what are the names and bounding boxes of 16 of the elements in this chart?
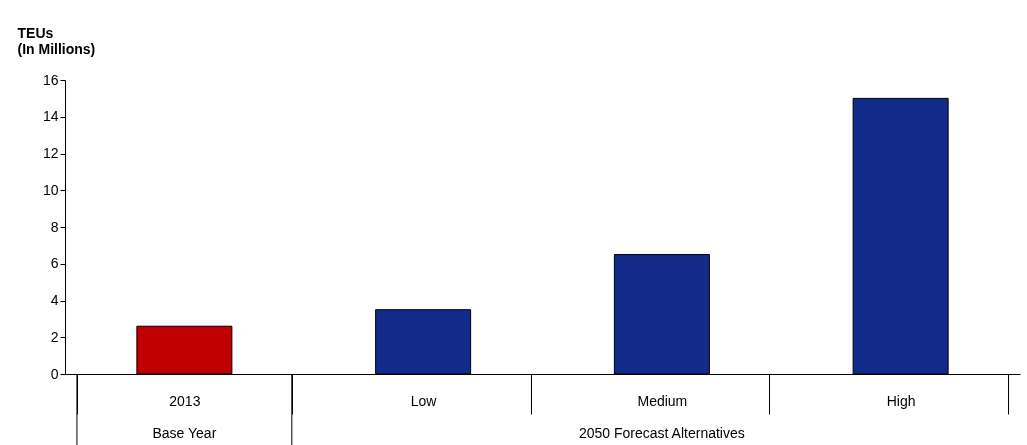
y-tick-label: 8 <box>50 218 59 235</box>
y-axis-title: TEUs (In Millions) <box>17 24 96 57</box>
y-tick-label: 6 <box>50 255 59 272</box>
y-tick-label: 16 <box>42 71 59 88</box>
y-tick-label: 10 <box>42 181 59 198</box>
text: 2050 Forecast Alternatives <box>578 425 745 441</box>
x-tick-label: Medium <box>637 392 688 409</box>
y-tick-label: 2 <box>50 328 59 345</box>
y-tick-label: 0 <box>50 365 59 382</box>
x-tick-label: 2013 <box>169 392 201 409</box>
y-tick-label: 4 <box>50 292 59 308</box>
x-tick-label: High <box>886 392 916 409</box>
y-tick-label: 12 <box>42 145 59 161</box>
x-tick-label: Low <box>410 392 438 409</box>
y-tick-label: 14 <box>42 108 59 125</box>
text: Base Year <box>152 425 217 441</box>
